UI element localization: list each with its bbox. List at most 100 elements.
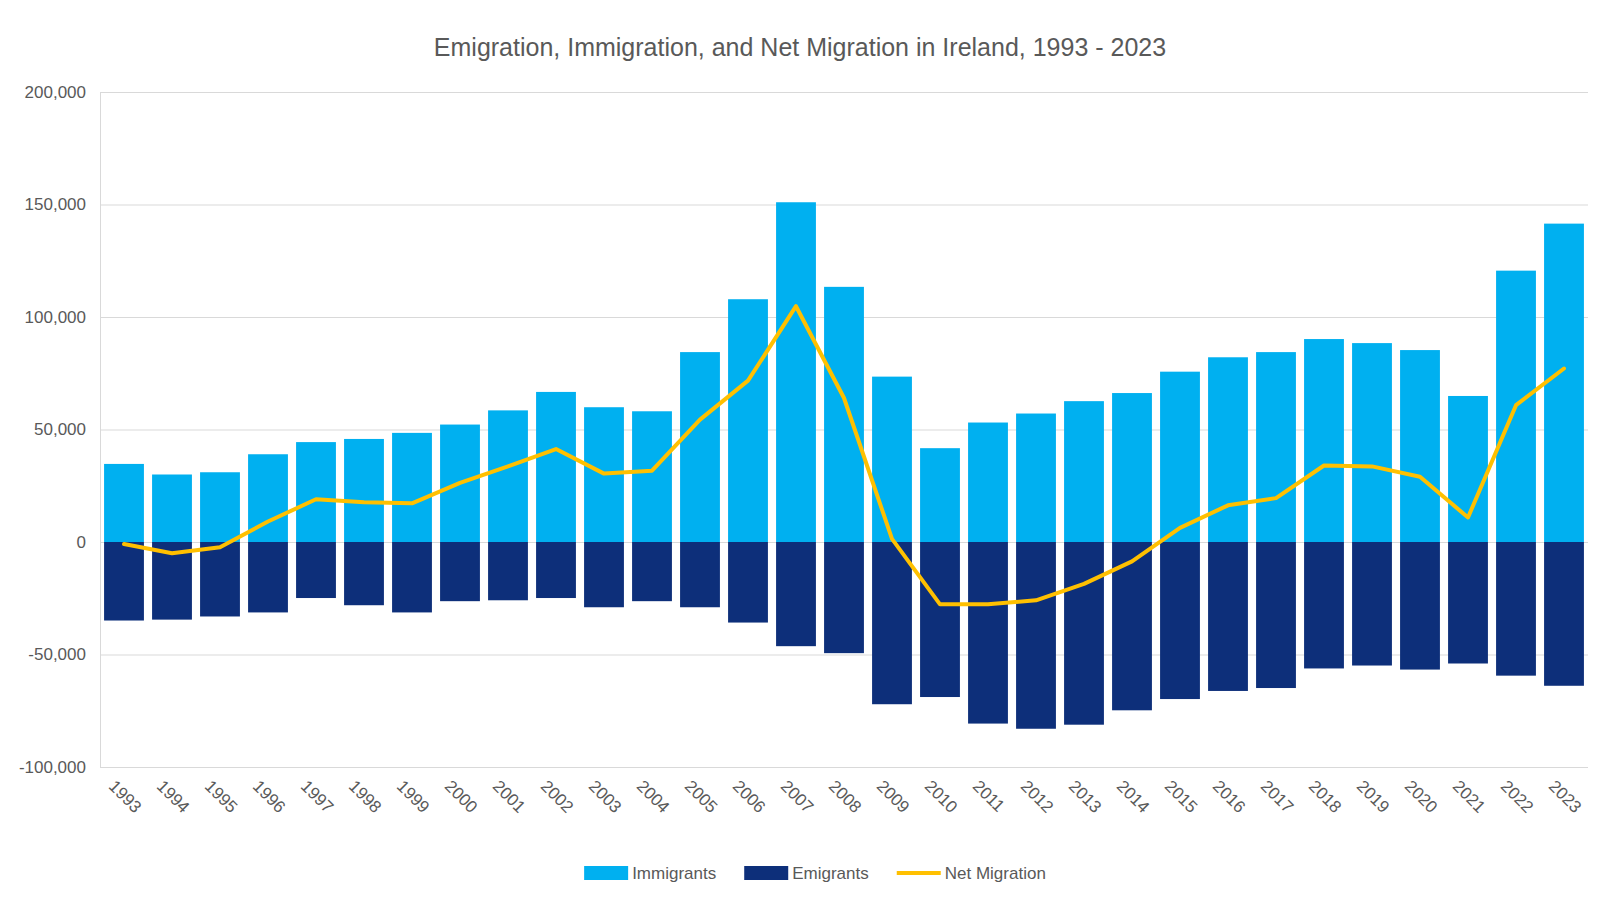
bar	[536, 392, 576, 542]
x-tick-label: 2015	[1161, 777, 1201, 817]
bar	[680, 352, 720, 542]
legend-label: Emigrants	[792, 864, 869, 883]
x-tick-label: 2011	[969, 777, 1008, 816]
x-tick-label: 1997	[297, 777, 337, 817]
x-tick-label: 1996	[249, 777, 289, 817]
bar	[488, 410, 528, 542]
bar	[1496, 542, 1536, 676]
y-tick-label: -50,000	[28, 645, 86, 664]
x-tick: 2018	[1305, 777, 1345, 817]
y-tick-label: -100,000	[19, 758, 86, 777]
x-tick: 2012	[1017, 777, 1057, 817]
x-tick: 1994	[153, 777, 193, 817]
bar	[632, 411, 672, 542]
x-tick-label: 2014	[1113, 777, 1153, 817]
x-tick-label: 2009	[873, 777, 913, 817]
x-tick: 1996	[249, 777, 289, 817]
bar	[584, 542, 624, 607]
bar	[1208, 542, 1248, 691]
bar	[1208, 357, 1248, 542]
bar	[1400, 542, 1440, 670]
bar-series	[104, 202, 1584, 542]
x-tick: 2006	[729, 777, 769, 817]
x-tick-label: 2005	[681, 777, 721, 817]
x-tick: 2005	[681, 777, 721, 817]
x-tick-label: 2019	[1353, 777, 1393, 817]
y-axis: -100,000-50,000050,000100,000150,000200,…	[19, 83, 1588, 777]
x-tick: 2019	[1353, 777, 1393, 817]
bar	[296, 542, 336, 598]
x-tick: 2011	[969, 777, 1008, 816]
bar	[1400, 350, 1440, 542]
x-tick: 1995	[201, 777, 241, 817]
x-tick-label: 2013	[1065, 777, 1105, 817]
chart: Emigration, Immigration, and Net Migrati…	[0, 0, 1600, 900]
bar	[200, 542, 240, 616]
grid-line	[100, 205, 1588, 206]
bar	[968, 542, 1008, 724]
bar	[1160, 542, 1200, 699]
bar	[680, 542, 720, 607]
bar	[344, 439, 384, 542]
x-tick-label: 2018	[1305, 777, 1345, 817]
bar	[1352, 542, 1392, 666]
x-tick: 2009	[873, 777, 913, 817]
x-tick: 2007	[777, 777, 817, 817]
bar	[1448, 542, 1488, 664]
bar	[872, 377, 912, 542]
x-tick: 1993	[105, 777, 145, 817]
y-tick-label: 200,000	[25, 83, 86, 102]
bar-series	[104, 542, 1584, 729]
bar	[1112, 393, 1152, 542]
bar	[152, 475, 192, 543]
x-tick: 2013	[1065, 777, 1105, 817]
bar	[872, 542, 912, 704]
x-tick-label: 2003	[585, 777, 625, 817]
bar	[248, 542, 288, 612]
bar	[824, 287, 864, 542]
bar	[824, 542, 864, 653]
x-tick: 1999	[393, 777, 433, 817]
x-tick: 2010	[921, 777, 961, 817]
x-tick: 2021	[1449, 777, 1489, 817]
x-tick-label: 2010	[921, 777, 961, 817]
x-tick: 2004	[633, 777, 673, 817]
x-tick-label: 2023	[1545, 777, 1585, 817]
x-tick-label: 2021	[1449, 777, 1489, 817]
x-tick-label: 1994	[153, 777, 193, 817]
legend: ImmigrantsEmigrantsNet Migration	[584, 864, 1046, 883]
legend-item: Emigrants	[744, 864, 869, 883]
bar	[392, 542, 432, 612]
bar	[392, 433, 432, 542]
bar	[776, 542, 816, 646]
legend-item: Immigrants	[584, 864, 716, 883]
x-tick: 2001	[489, 777, 529, 817]
bar	[104, 464, 144, 542]
bar	[1064, 542, 1104, 725]
bar	[1448, 396, 1488, 542]
y-tick-label: 150,000	[25, 195, 86, 214]
bar	[1256, 542, 1296, 688]
x-tick: 2017	[1257, 777, 1297, 817]
x-tick-label: 2004	[633, 777, 673, 817]
x-tick: 2014	[1113, 777, 1153, 817]
bar	[632, 542, 672, 601]
x-tick: 1998	[345, 777, 385, 817]
x-tick-label: 2006	[729, 777, 769, 817]
x-tick-label: 2022	[1497, 777, 1537, 817]
title: Emigration, Immigration, and Net Migrati…	[434, 33, 1166, 61]
legend-swatch	[897, 871, 941, 875]
x-tick: 1997	[297, 777, 337, 817]
x-tick-label: 2017	[1257, 777, 1297, 817]
x-tick-label: 2007	[777, 777, 817, 817]
bar	[344, 542, 384, 605]
x-tick: 2022	[1497, 777, 1537, 817]
x-tick-label: 1999	[393, 777, 433, 817]
bar	[1304, 339, 1344, 542]
y-tick-label: 50,000	[34, 420, 86, 439]
bar	[1016, 414, 1056, 542]
bar	[968, 423, 1008, 542]
x-axis: 1993199419951996199719981999200020012002…	[105, 777, 1585, 817]
bar	[1304, 542, 1344, 668]
x-tick: 2000	[441, 777, 481, 817]
